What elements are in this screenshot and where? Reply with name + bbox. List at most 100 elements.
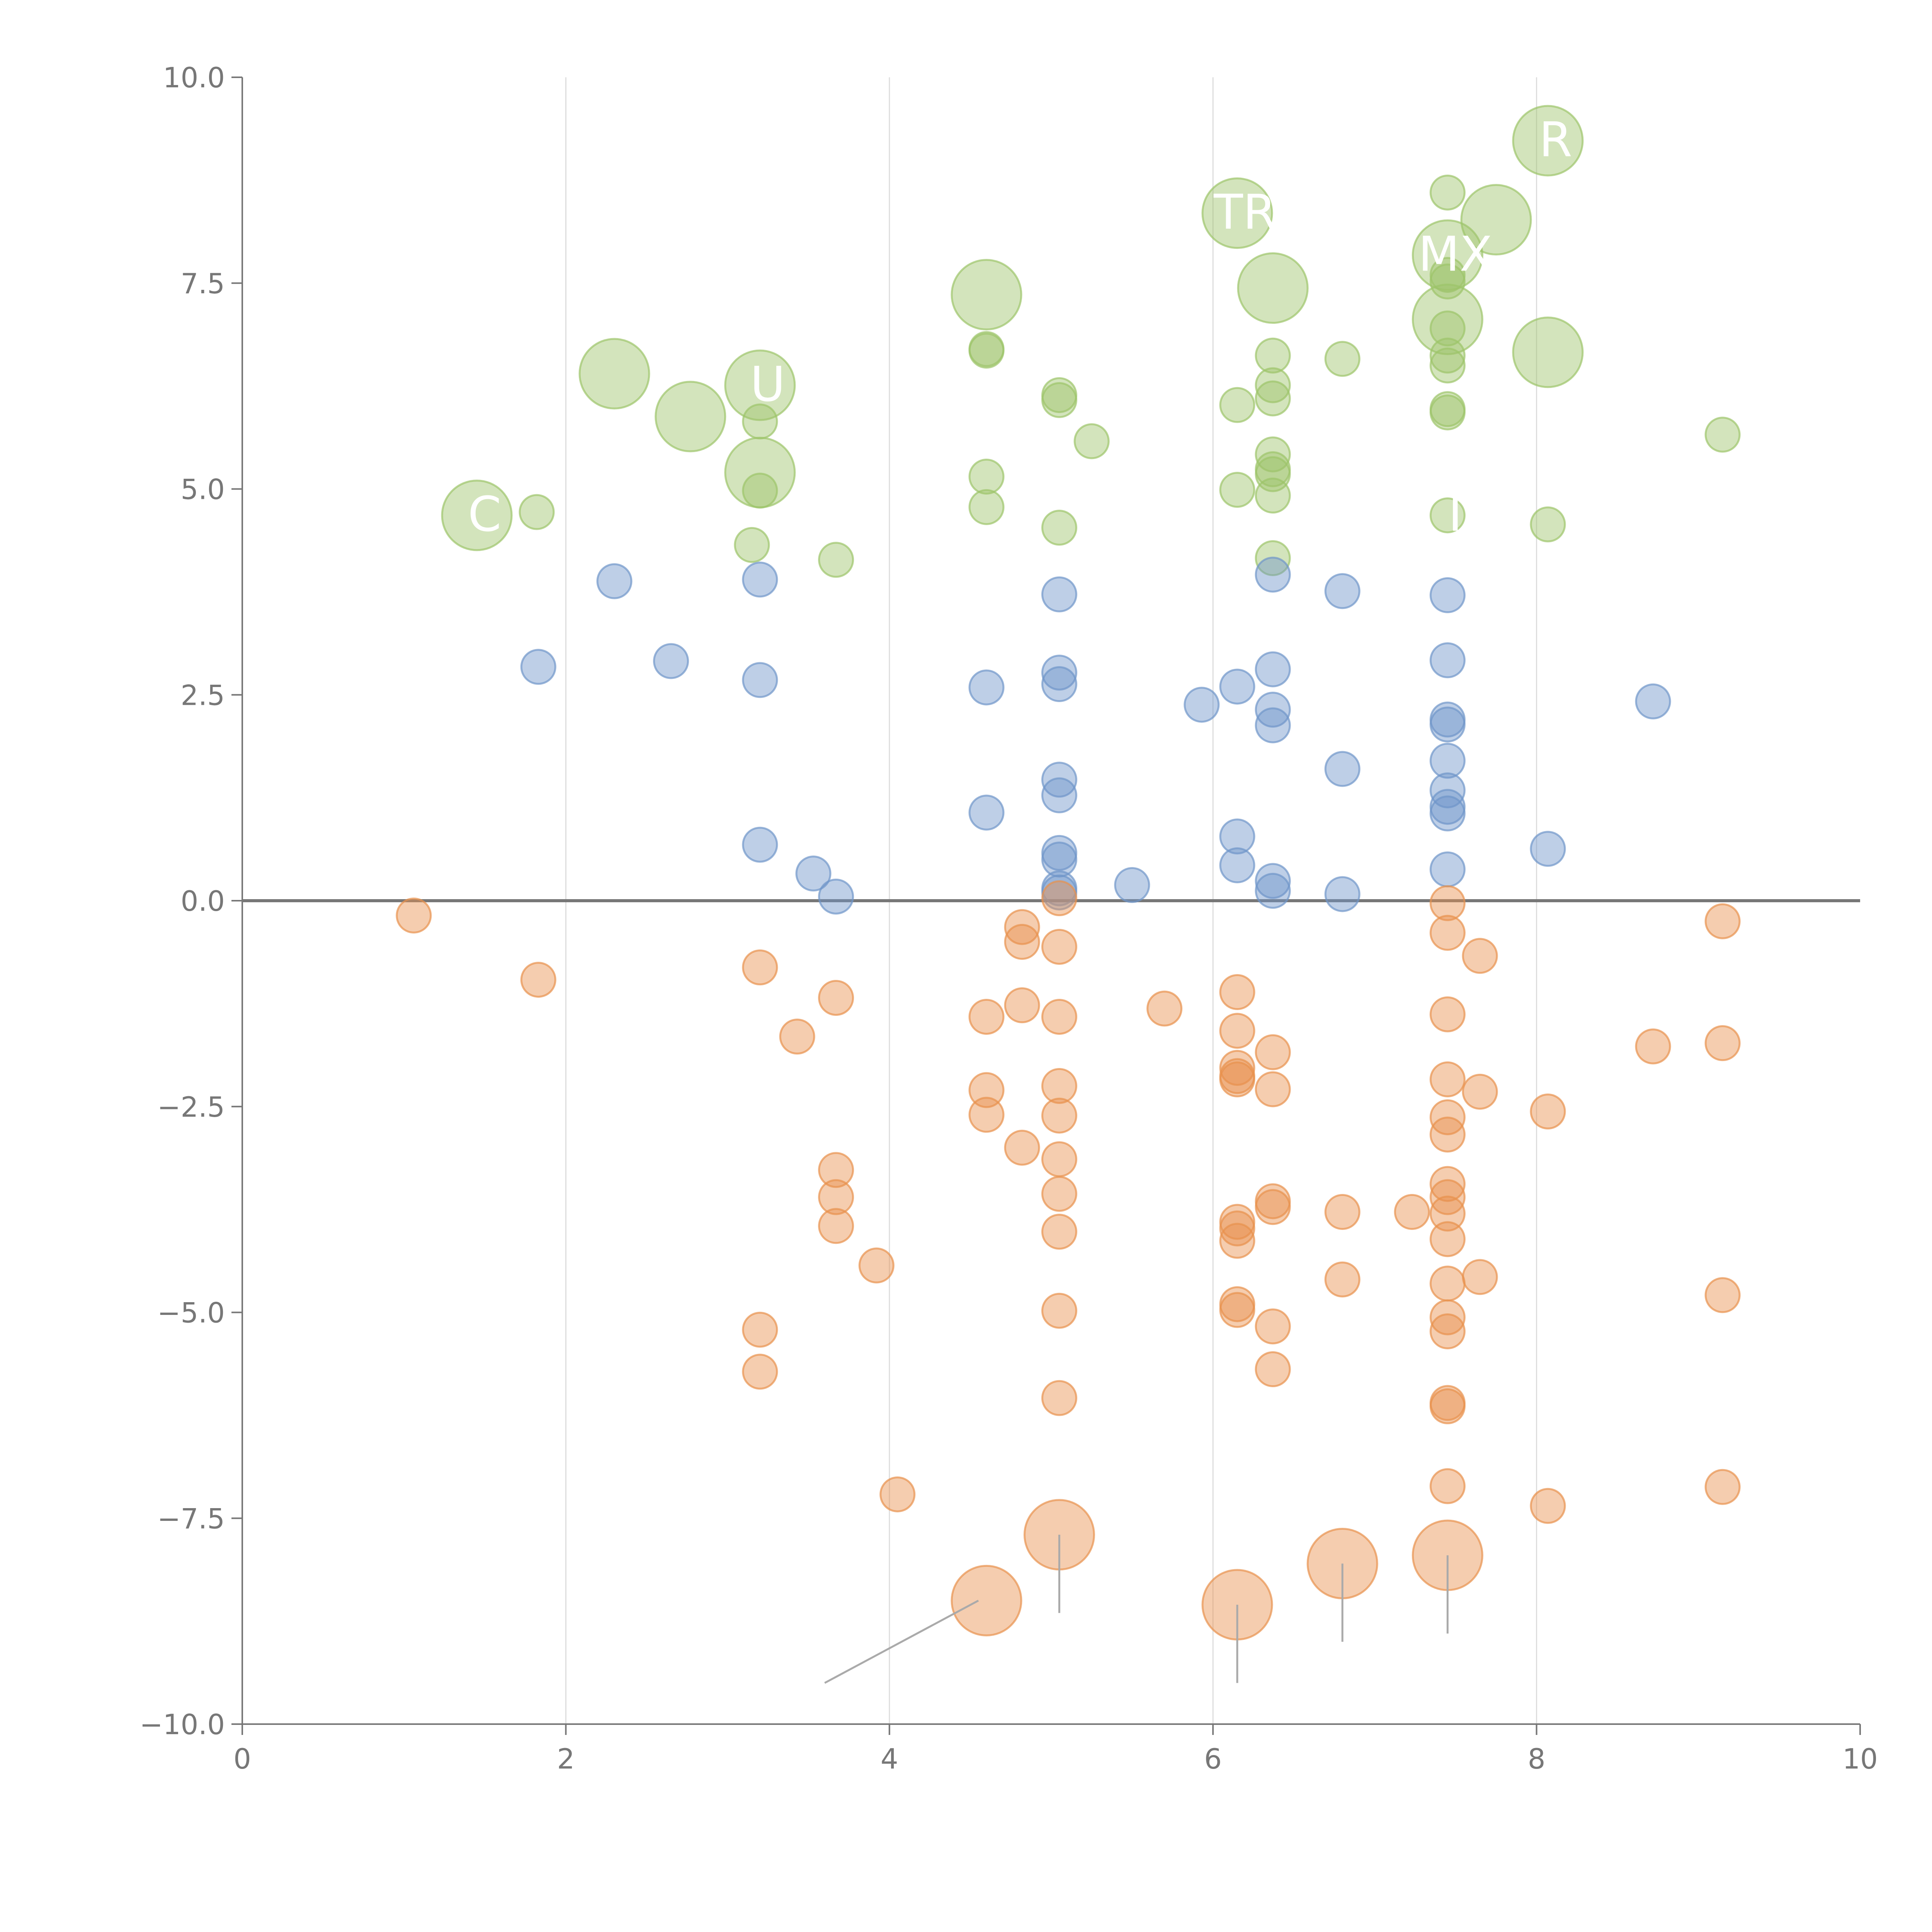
scatter-point-green (1530, 506, 1566, 543)
scatter-point-blue (1255, 863, 1291, 899)
scatter-point-orange (1704, 903, 1741, 939)
scatter-point-blue (742, 662, 778, 698)
scatter-point-blue (1255, 872, 1291, 909)
x-tick-label: 0 (233, 1743, 251, 1775)
scatter-point-orange (1041, 880, 1077, 917)
scatter-point-green (1429, 394, 1466, 430)
scatter-point-green (1429, 263, 1466, 299)
scatter-point-green (724, 349, 796, 421)
scatter-point-green (1429, 347, 1466, 384)
scatter-point-green (1255, 456, 1291, 492)
scatter-point-orange (1429, 1468, 1466, 1504)
scatter-point-orange (1041, 929, 1077, 965)
annotation-leader-line (824, 1600, 979, 1684)
scatter-point-orange (1041, 1380, 1077, 1416)
scatter-point-green (1201, 177, 1273, 249)
scatter-point-green (1255, 436, 1291, 473)
scatter-point-green (1041, 382, 1077, 418)
scatter-point-blue (1041, 576, 1077, 612)
scatter-point-orange (742, 949, 778, 986)
scatter-point-orange (1041, 1214, 1077, 1250)
scatter-point-green (655, 381, 726, 452)
scatter-point-orange (1394, 1194, 1430, 1230)
scatter-point-orange (1704, 1025, 1741, 1061)
scatter-point-blue (1041, 841, 1077, 878)
scatter-point-orange (1041, 1176, 1077, 1212)
scatter-point-green (1429, 337, 1466, 374)
scatter-point-orange (1530, 1094, 1566, 1130)
scatter-point-orange (1004, 909, 1040, 945)
scatter-point-blue (1219, 818, 1255, 855)
y-tick-label: −7.5 (157, 1502, 225, 1535)
x-tick-label: 10 (1842, 1743, 1878, 1775)
scatter-point-orange (1219, 1292, 1255, 1328)
scatter-point-orange (1219, 1013, 1255, 1049)
point-label: TR (1213, 185, 1276, 240)
scatter-point-blue (596, 563, 633, 599)
y-tick-label: 7.5 (180, 267, 225, 300)
scatter-point-green (1255, 478, 1291, 514)
scatter-point-orange (742, 1311, 778, 1348)
scatter-point-blue (1429, 795, 1466, 832)
scatter-point-orange (1635, 1028, 1671, 1065)
scatter-point-green (1324, 341, 1361, 377)
point-label: U (750, 357, 785, 412)
scatter-point-orange (818, 980, 854, 1016)
scatter-point-orange (1004, 987, 1040, 1024)
scatter-point-orange (818, 1152, 854, 1188)
scatter-point-orange (1324, 1194, 1361, 1230)
labels-layer: R TR MX U C I (468, 112, 1572, 543)
scatter-point-blue (1184, 687, 1220, 723)
scatter-point-green (578, 338, 650, 410)
axes-layer: 0 2 4 6 8 10 10.0 7.5 5.0 2.5 0.0 −2.5 −5.0 −7.5 −10.0 (139, 61, 1878, 1775)
scatter-point-blue (968, 669, 1005, 706)
scatter-point-green (1512, 316, 1584, 388)
scatter-point-green (1255, 367, 1291, 403)
scatter-point-orange (1041, 1141, 1077, 1177)
scatter-point-orange (1255, 1351, 1291, 1388)
scatter-point-orange (1429, 996, 1466, 1032)
scatter-point-blue (1041, 655, 1077, 691)
x-tick-label: 2 (557, 1743, 575, 1775)
scatter-point-orange (1255, 1189, 1291, 1225)
scatter-point-green (968, 459, 1005, 495)
scatter-point-green (1429, 174, 1466, 211)
x-tick-label: 6 (1204, 1743, 1222, 1775)
scatter-point-green (519, 494, 555, 530)
scatter-point-blue (1429, 577, 1466, 613)
scatter-point-orange (1429, 1221, 1466, 1257)
scatter-point-orange (1255, 1071, 1291, 1107)
y-tick-label: 2.5 (180, 679, 225, 711)
scatter-point-orange (1219, 1223, 1255, 1259)
scatter-point-orange (818, 1208, 854, 1244)
scatter-point-orange (1219, 1210, 1255, 1247)
x-tick-label: 8 (1528, 1743, 1546, 1775)
scatter-point-blue (1219, 847, 1255, 883)
scatter-point-blue (1041, 666, 1077, 702)
scatter-point-green (1704, 417, 1741, 453)
scatter-point-orange (951, 1565, 1022, 1636)
y-tick-label: 10.0 (163, 61, 225, 94)
scatter-point-green (968, 489, 1005, 525)
scatter-point-blue (1324, 573, 1361, 609)
scatter-point-blue (1255, 707, 1291, 743)
scatter-point-orange (520, 962, 556, 998)
scatter-point-green (1512, 105, 1584, 177)
scatter-point-orange (1004, 1129, 1040, 1166)
scatter-point-orange (1041, 1097, 1077, 1134)
scatter-point-green (742, 473, 778, 509)
scatter-point-orange (968, 1072, 1005, 1108)
scatter-point-blue (818, 878, 854, 915)
y-tick-label: 0.0 (180, 885, 225, 917)
x-tick-label: 4 (881, 1743, 898, 1775)
scatter-point-orange (1219, 974, 1255, 1010)
scatter-point-green (1429, 310, 1466, 347)
scatter-point-orange (1429, 1265, 1466, 1302)
scatter-point-green (951, 259, 1022, 331)
scatter-point-blue (742, 561, 778, 598)
point-label: I (1448, 487, 1463, 543)
scatter-point-green (441, 480, 513, 551)
scatter-point-orange (742, 1354, 778, 1390)
